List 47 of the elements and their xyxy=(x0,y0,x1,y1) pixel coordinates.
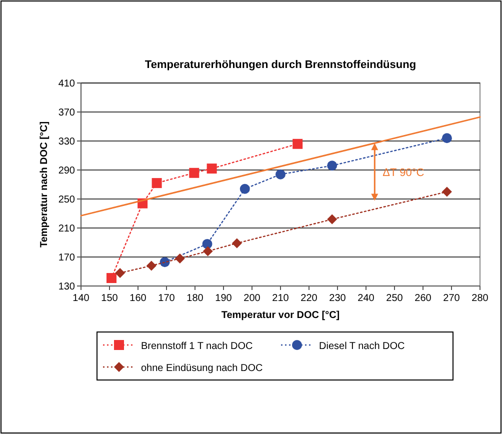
x-tick-label: 210 xyxy=(272,293,290,304)
point xyxy=(276,169,286,180)
chart-title: Temperaturerhöhungen durch Brennstoffeindüsung xyxy=(144,59,416,71)
x-tick-label: 220 xyxy=(300,293,318,304)
x-tick-label: 150 xyxy=(101,293,118,304)
point xyxy=(240,184,250,194)
y-tick-label: 210 xyxy=(58,224,76,234)
point xyxy=(206,164,217,174)
point xyxy=(327,214,338,224)
x-tick-label: 190 xyxy=(215,293,232,304)
y-tick-label: 250 xyxy=(58,194,76,206)
point xyxy=(232,238,242,248)
point xyxy=(152,178,162,188)
point xyxy=(189,168,200,178)
x-tick-label: 230 xyxy=(329,293,346,304)
point xyxy=(115,268,126,278)
x-tick-label: 250 xyxy=(386,293,404,304)
x-tick-label: 140 xyxy=(72,293,90,304)
point xyxy=(202,246,213,256)
x-tick-label: 160 xyxy=(130,293,147,304)
x-axis-title: Temperatur vor DOC [°C] xyxy=(221,310,340,321)
legend-label: ohne Eindüsung nach DOC xyxy=(141,363,263,374)
annotation: ΔT 90°C xyxy=(382,166,424,179)
legend-label: Brennstoff 1 T nach DOC xyxy=(141,341,253,352)
x-tick-label: 240 xyxy=(358,293,375,304)
y-tick-label: 130 xyxy=(58,282,76,292)
y-tick-label: 290 xyxy=(58,166,76,176)
y-tick-label: 330 xyxy=(58,136,76,148)
legend-label: Diesel T nach DOC xyxy=(319,341,405,352)
point xyxy=(327,160,338,171)
point xyxy=(442,186,452,197)
y-tick-label: 370 xyxy=(58,108,76,118)
x-tick-label: 270 xyxy=(443,293,460,304)
x-tick-label: 180 xyxy=(186,293,204,304)
point xyxy=(292,138,303,149)
point xyxy=(106,273,116,284)
x-tick-label: 200 xyxy=(244,293,261,304)
point xyxy=(202,238,212,249)
x-tick-label: 280 xyxy=(472,293,489,304)
y-tick-label: 170 xyxy=(58,252,76,264)
point xyxy=(146,260,156,271)
x-tick-label: 260 xyxy=(414,293,432,304)
point xyxy=(174,253,185,264)
x-tick-label: 170 xyxy=(158,293,176,304)
point xyxy=(442,133,452,144)
y-axis-title: Temperatur nach DOC [°C] xyxy=(39,121,50,248)
y-tick-label: 410 xyxy=(58,78,76,90)
